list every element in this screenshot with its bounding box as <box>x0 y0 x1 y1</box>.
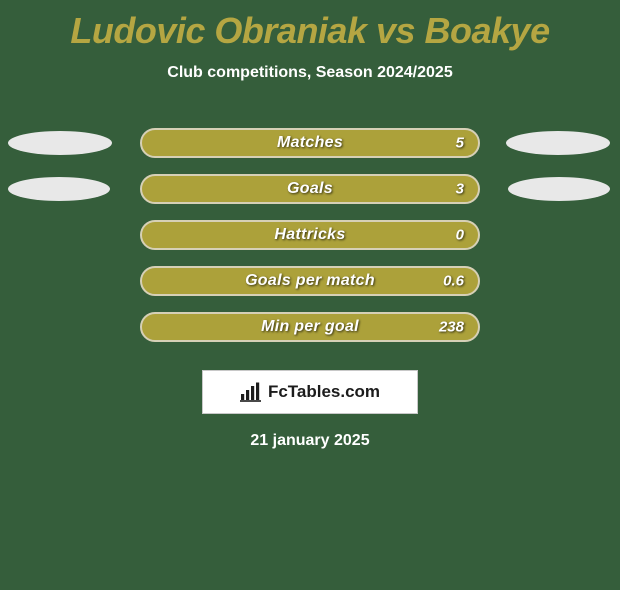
stats-rows: Matches 5 Goals 3 Hattricks 0 Goals per match 0… <box>0 120 620 350</box>
stat-bar: Matches 5 <box>140 128 480 158</box>
player-right-marker <box>508 177 610 201</box>
stat-bar: Hattricks 0 <box>140 220 480 250</box>
player-left-marker <box>8 177 110 201</box>
snapshot-date: 21 january 2025 <box>0 432 620 450</box>
stat-value: 5 <box>456 135 464 152</box>
stat-label: Goals per match <box>245 272 375 290</box>
player-right-marker <box>506 131 610 155</box>
stat-row: Hattricks 0 <box>0 212 620 258</box>
stat-value: 0 <box>456 227 464 244</box>
stat-value: 0.6 <box>443 273 464 290</box>
player-left-marker <box>8 131 112 155</box>
badge-text: FcTables.com <box>268 382 380 402</box>
stat-label: Hattricks <box>274 226 345 244</box>
source-badge: FcTables.com <box>202 370 418 414</box>
season-subtitle: Club competitions, Season 2024/2025 <box>0 64 620 82</box>
stat-bar: Min per goal 238 <box>140 312 480 342</box>
stat-row: Matches 5 <box>0 120 620 166</box>
stat-bar: Goals per match 0.6 <box>140 266 480 296</box>
stat-row: Min per goal 238 <box>0 304 620 350</box>
stat-label: Matches <box>277 134 343 152</box>
stat-value: 3 <box>456 181 464 198</box>
stat-label: Goals <box>287 180 333 198</box>
bar-chart-icon <box>240 382 262 402</box>
stat-value: 238 <box>439 319 464 336</box>
stat-row: Goals 3 <box>0 166 620 212</box>
stat-bar: Goals 3 <box>140 174 480 204</box>
stat-row: Goals per match 0.6 <box>0 258 620 304</box>
stat-label: Min per goal <box>261 318 359 336</box>
comparison-title: Ludovic Obraniak vs Boakye <box>0 10 620 52</box>
